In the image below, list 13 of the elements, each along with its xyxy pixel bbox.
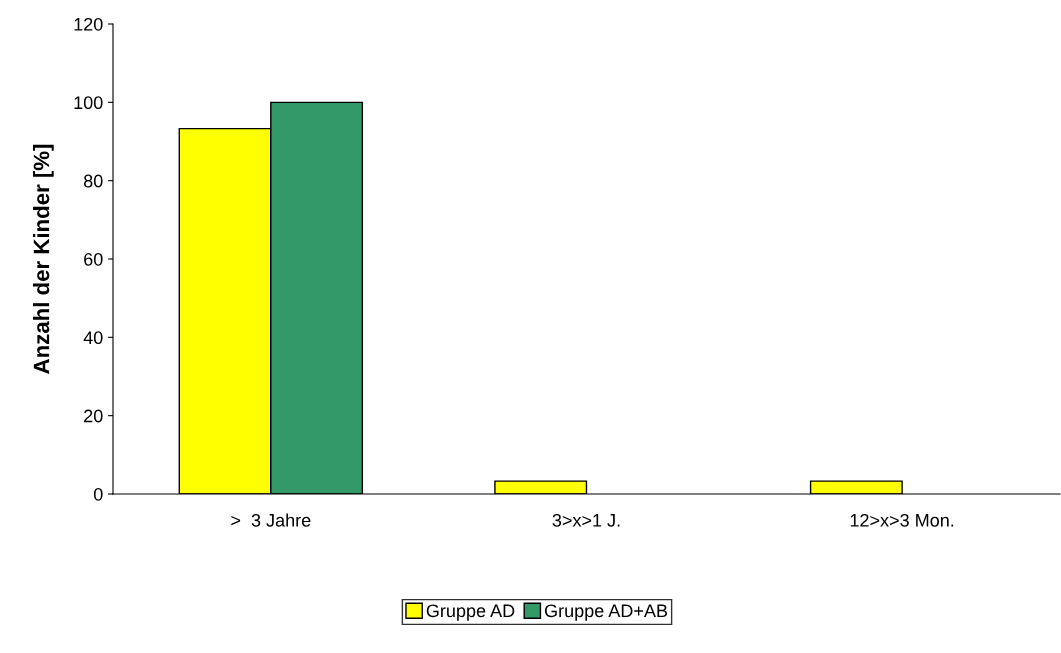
y-tick-label: 0 (93, 487, 103, 501)
y-tick-label: 120 (74, 17, 103, 31)
legend-label: Gruppe AD+AB (544, 604, 668, 621)
y-tick-label: 20 (84, 409, 103, 423)
y-tick-label: 60 (84, 252, 103, 266)
x-tick-label: 12>x>3 Mon. (850, 513, 954, 527)
legend-label: Gruppe AD (426, 604, 515, 621)
y-axis-title: Anzahl der Kinder [%] (33, 144, 54, 374)
x-tick-label: 3>x>1 J. (552, 513, 620, 527)
y-tick-label: 40 (83, 331, 103, 345)
x-tick-label: > 3 Jahre (231, 513, 311, 527)
y-tick-label: 100 (74, 96, 103, 110)
y-tick-label: 80 (83, 174, 103, 188)
